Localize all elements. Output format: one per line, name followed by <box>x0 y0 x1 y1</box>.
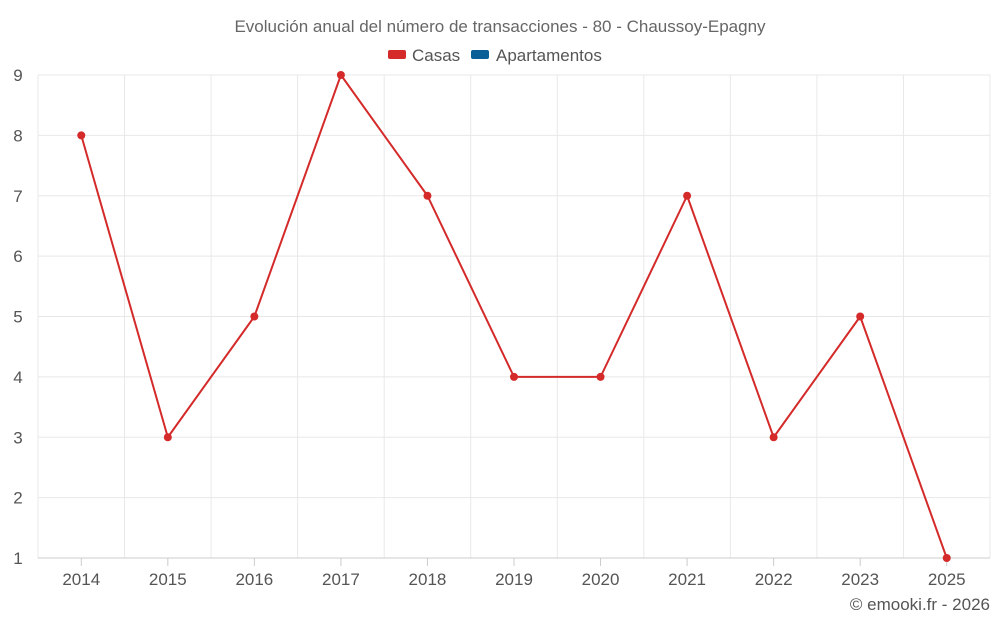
x-tick-label: 2018 <box>409 570 447 589</box>
y-tick-label: 6 <box>13 247 22 266</box>
x-tick-label: 2019 <box>495 570 533 589</box>
chart-title: Evolución anual del número de transaccio… <box>234 17 766 36</box>
x-tick-label: 2020 <box>582 570 620 589</box>
data-point[interactable] <box>596 372 605 381</box>
data-point[interactable] <box>856 312 865 321</box>
legend-swatch-casas <box>388 50 406 59</box>
gridlines <box>37 74 991 559</box>
x-tick-label: 2014 <box>62 570 100 589</box>
x-tick-label: 2015 <box>149 570 187 589</box>
data-point[interactable] <box>942 554 951 562</box>
data-point[interactable] <box>77 131 86 140</box>
data-point[interactable] <box>336 71 345 79</box>
x-tick-label: 2025 <box>928 570 966 589</box>
x-tick-label: 2022 <box>755 570 793 589</box>
y-tick-label: 7 <box>13 187 22 206</box>
x-axis-ticks: 2014 2015 2016 2017 2018 2019 2020 2021 2022 2023… <box>62 558 966 589</box>
legend-item-casas[interactable]: Casas <box>388 46 460 65</box>
legend-swatch-apartamentos <box>471 50 489 59</box>
series-casas <box>77 71 951 562</box>
x-tick-label: 2023 <box>841 570 879 589</box>
legend-label-apartamentos: Apartamentos <box>496 46 602 65</box>
y-tick-label: 5 <box>13 308 22 327</box>
legend-label-casas: Casas <box>412 46 460 65</box>
y-tick-label: 9 <box>13 66 22 85</box>
y-tick-label: 1 <box>13 549 22 568</box>
legend: Casas Apartamentos <box>388 46 602 65</box>
y-tick-label: 8 <box>13 126 22 145</box>
legend-item-apartamentos[interactable]: Apartamentos <box>471 46 602 65</box>
credit-text: © emooki.fr - 2026 <box>850 595 990 614</box>
y-tick-label: 4 <box>13 368 22 387</box>
data-point[interactable] <box>769 433 778 442</box>
y-tick-label: 3 <box>13 428 22 447</box>
data-point[interactable] <box>683 191 692 200</box>
data-point[interactable] <box>163 433 172 442</box>
y-tick-label: 2 <box>13 489 22 508</box>
y-axis-ticks: 1 2 3 4 5 6 7 8 9 <box>13 66 22 568</box>
data-point[interactable] <box>250 312 259 321</box>
x-tick-label: 2017 <box>322 570 360 589</box>
x-tick-label: 2021 <box>668 570 706 589</box>
x-tick-label: 2016 <box>235 570 273 589</box>
data-point[interactable] <box>423 191 432 200</box>
data-point[interactable] <box>510 372 518 381</box>
